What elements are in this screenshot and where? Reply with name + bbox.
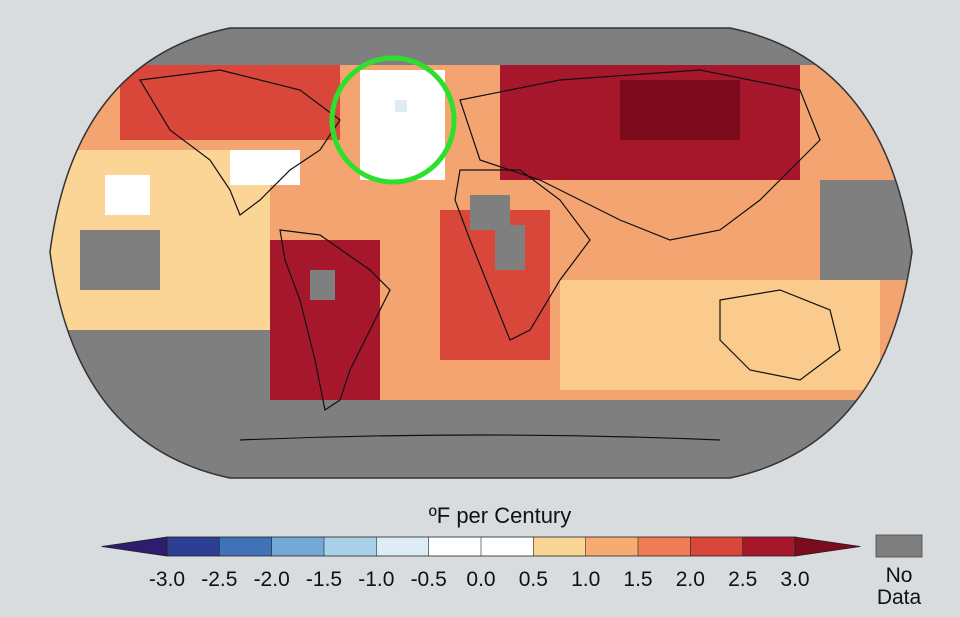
colorbar-segment	[481, 537, 534, 556]
colorbar-tick-label: -3.0	[149, 568, 185, 591]
map-outline	[49, 27, 913, 479]
no-data-label: Data	[877, 586, 922, 609]
colorbar-tick-label: -0.5	[411, 568, 447, 591]
colorbar-tick-label: 2.5	[728, 568, 757, 591]
colorbar-segment	[219, 537, 272, 556]
colorbar-tick-label: 1.0	[571, 568, 600, 591]
colorbar-extension	[101, 536, 168, 557]
colorbar-segment	[742, 537, 795, 556]
colorbar-tick-label: -2.5	[201, 568, 237, 591]
colorbar-tick-label: 3.0	[780, 568, 809, 591]
colorbar-segment	[585, 537, 638, 556]
colorbar-tick-label: 1.5	[623, 568, 652, 591]
colorbar: -3.0 -2.5 -2.0 -1.5 -1.0 -0.5 0.0 0.5 1.0 1.5 2.0 2…	[101, 536, 861, 591]
colorbar-segment	[376, 537, 429, 556]
colorbar-segment	[271, 537, 324, 556]
colorbar-tick-label: 2.0	[676, 568, 705, 591]
colorbar-label: ºF per Century	[429, 503, 572, 528]
colorbar-tick-label: -1.0	[358, 568, 394, 591]
colorbar-segment	[533, 537, 586, 556]
colorbar-tick-label: 0.0	[466, 568, 495, 591]
colorbar-segment	[324, 537, 377, 556]
colorbar-tick-label: -1.5	[306, 568, 342, 591]
no-data-label: No	[886, 564, 913, 587]
colorbar-segment	[167, 537, 220, 556]
colorbar-tick-label: 0.5	[519, 568, 548, 591]
colorbar-tick-label: -2.0	[254, 568, 290, 591]
colorbar-extension	[794, 536, 861, 557]
map	[50, 28, 912, 478]
colorbar-segment	[428, 537, 481, 556]
no-data-swatch	[875, 534, 923, 558]
colorbar-segment	[690, 537, 743, 556]
highlight-circle	[329, 55, 457, 185]
colorbar-segment	[638, 537, 691, 556]
